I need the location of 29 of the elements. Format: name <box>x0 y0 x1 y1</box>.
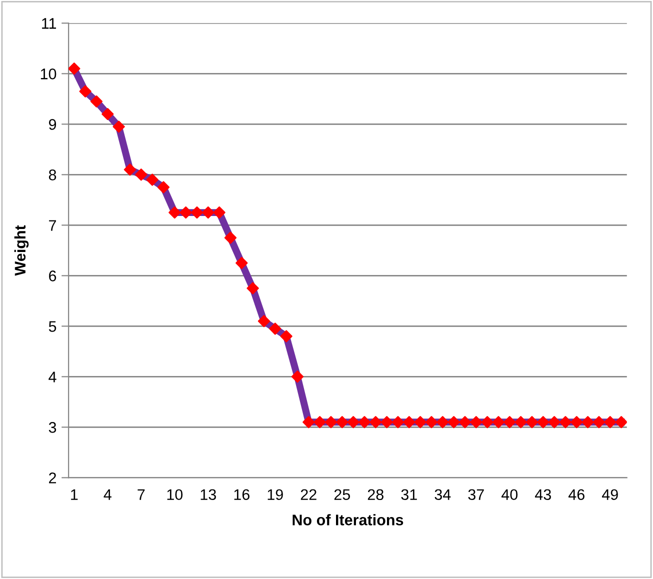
x-tick-label: 43 <box>534 489 551 500</box>
x-tick-label: 13 <box>200 489 216 500</box>
x-tick-label: 28 <box>368 489 384 500</box>
y-tick-label: 2 <box>49 472 56 484</box>
x-tick-label: 7 <box>138 489 145 500</box>
y-tick-label: 5 <box>48 321 56 332</box>
y-tick-label: 6 <box>49 270 56 282</box>
y-tick-label: 10 <box>40 68 56 80</box>
y-tick-label: 11 <box>42 18 56 29</box>
y-tick-label: 3 <box>48 422 56 433</box>
x-tick-label: 40 <box>501 489 518 500</box>
x-tick-label: 10 <box>167 489 183 500</box>
y-tick-label: 9 <box>48 119 56 130</box>
x-tick-label: 22 <box>300 489 316 500</box>
y-tick-label: 8 <box>48 170 56 180</box>
y-tick-label: 4 <box>48 372 56 382</box>
y-axis-title: Weight <box>14 225 29 276</box>
x-tick-label: 34 <box>434 489 451 500</box>
y-tick-label: 7 <box>49 220 56 231</box>
x-tick-label: 49 <box>602 489 618 500</box>
x-tick-label: 4 <box>104 489 112 500</box>
x-tick-label: 19 <box>268 489 283 500</box>
x-tick-label: 37 <box>468 489 484 500</box>
x-axis-title: No of Iterations <box>292 514 404 526</box>
x-tick-label: 46 <box>568 489 584 500</box>
x-tick-label: 31 <box>401 489 417 500</box>
x-tick-label: 16 <box>234 489 250 500</box>
x-tick-label: 1 <box>71 489 78 500</box>
x-tick-label: 25 <box>334 489 350 500</box>
